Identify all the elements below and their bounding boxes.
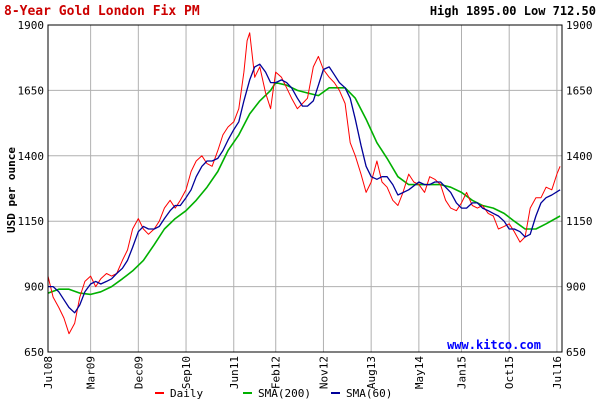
y-axis-label: USD per ounce <box>5 147 18 233</box>
legend-label: SMA(200) <box>258 387 311 400</box>
y-tick-label-left: 1150 <box>18 215 45 228</box>
y-tick-labels-left: 650 900 1150 1400 1650 1900 <box>18 19 45 359</box>
series-layer <box>47 32 561 335</box>
legend: Daily SMA(200) SMA(60) <box>155 387 392 400</box>
grid-lines <box>47 24 562 353</box>
x-tick-labels: Jul08 Mar09 Dec09 Sep10 Jun11 Feb12 Nov12 Aug13… <box>42 356 564 389</box>
legend-item-sma60: SMA(60) <box>331 387 392 400</box>
x-tick-label: Sep10 <box>180 356 193 389</box>
plot-frame <box>47 24 563 353</box>
x-tick-label: Jul08 <box>42 356 55 389</box>
x-tick-label: Aug13 <box>365 356 378 389</box>
legend-label: Daily <box>170 387 203 400</box>
y-tick-label-right: 1900 <box>566 19 593 32</box>
legend-label: SMA(60) <box>346 387 392 400</box>
x-tick-label: Jul16 <box>551 356 564 389</box>
y-tick-label-left: 1400 <box>18 150 45 163</box>
x-tick-label: Mar09 <box>85 356 98 389</box>
x-tick-label: Dec09 <box>132 356 145 389</box>
y-tick-label-right: 650 <box>566 346 586 359</box>
x-tick-label: Jun11 <box>228 356 241 389</box>
y-tick-label-right: 1150 <box>566 215 593 228</box>
x-tick-label: Nov12 <box>317 356 330 389</box>
y-tick-label-left: 1650 <box>18 84 45 97</box>
y-tick-label-left: 1900 <box>18 19 45 32</box>
y-tick-label-right: 1650 <box>566 84 593 97</box>
x-tick-label: Oct15 <box>503 356 516 389</box>
y-tick-label-right: 900 <box>566 281 586 294</box>
sma200-line <box>47 81 561 296</box>
y-tick-label-left: 900 <box>24 281 44 294</box>
legend-item-sma200: SMA(200) <box>243 387 311 400</box>
y-tick-labels-right: 650 900 1150 1400 1650 1900 <box>566 19 593 359</box>
x-tick-label: May14 <box>413 356 426 389</box>
x-tick-label: Feb12 <box>270 356 283 389</box>
daily-price-line <box>47 32 561 335</box>
high-low-label: High 1895.00 Low 712.50 <box>430 4 596 18</box>
sma60-line <box>48 63 561 314</box>
y-tick-label-right: 1400 <box>566 150 593 163</box>
x-tick-label: Jan15 <box>455 356 468 389</box>
chart-title: 8-Year Gold London Fix PM <box>4 4 200 19</box>
watermark: www.kitco.com <box>447 338 541 352</box>
y-tick-label-left: 650 <box>24 346 44 359</box>
legend-item-daily: Daily <box>155 387 203 400</box>
